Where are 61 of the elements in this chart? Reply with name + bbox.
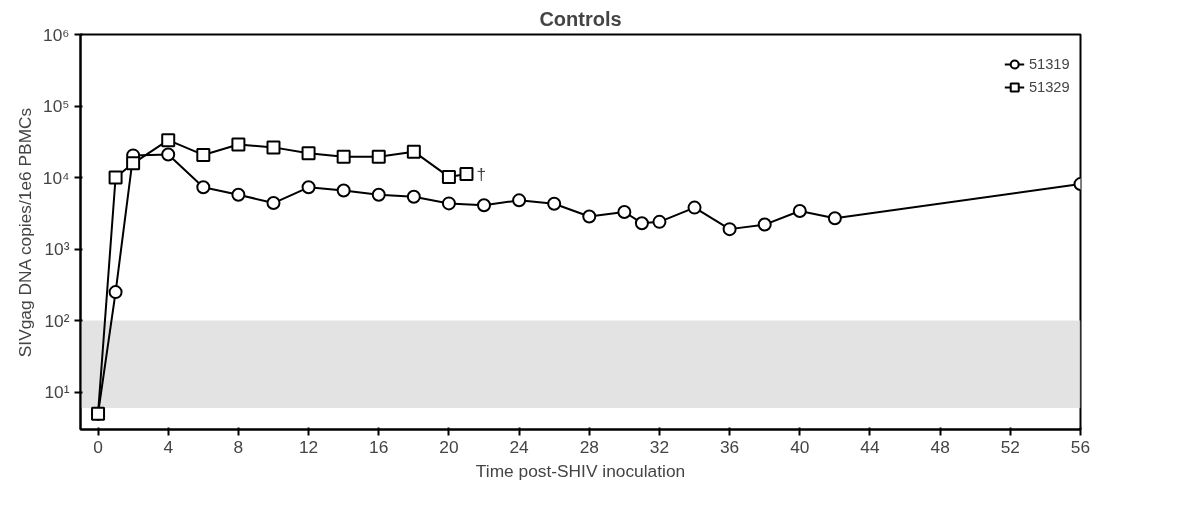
point <box>722 222 737 237</box>
x-tick-label: 52 <box>1000 436 1020 457</box>
point <box>231 137 246 152</box>
chart-title: Controls <box>539 7 622 30</box>
x-tick-label: 8 <box>233 436 244 457</box>
point <box>161 147 176 162</box>
y-axis-title: SIVgag DNA copies/1e6 PBMCs <box>14 107 35 358</box>
x-axis-title: Time post-SHIV inoculation <box>475 460 686 481</box>
point <box>196 147 211 162</box>
point <box>196 180 211 195</box>
point <box>336 183 351 198</box>
point <box>441 196 456 211</box>
legend-label: 51319 <box>1028 56 1070 72</box>
point <box>161 133 176 148</box>
y-tick-label: 10⁵ <box>43 96 70 117</box>
point <box>406 144 421 159</box>
point <box>301 180 316 195</box>
point <box>617 204 632 219</box>
x-tick-label: 32 <box>649 436 670 457</box>
legend-label: 51329 <box>1028 79 1070 95</box>
x-tick-label: 12 <box>298 436 319 457</box>
y-tick-label: 10¹ <box>44 382 70 403</box>
point <box>652 214 667 229</box>
point <box>687 200 702 215</box>
point <box>266 196 281 211</box>
x-tick-label: 20 <box>439 436 459 457</box>
point <box>477 198 492 213</box>
point <box>459 167 474 182</box>
x-tick-label: 36 <box>719 436 740 457</box>
y-tick-label: 10⁶ <box>43 24 70 45</box>
point <box>406 189 421 204</box>
y-tick-label: 10⁴ <box>42 167 70 188</box>
point <box>827 211 842 226</box>
y-tick-label: 10³ <box>44 239 70 260</box>
point <box>126 156 141 171</box>
point <box>301 146 316 161</box>
x-tick-label: 0 <box>93 436 103 457</box>
point <box>547 196 562 211</box>
point <box>108 170 123 185</box>
point <box>371 149 386 164</box>
x-tick-label: 16 <box>369 436 389 457</box>
annotation: † <box>476 164 487 185</box>
point <box>231 187 246 202</box>
point <box>757 217 772 232</box>
x-tick-label: 48 <box>930 436 950 457</box>
x-tick-label: 56 <box>1070 436 1091 457</box>
point <box>792 204 807 219</box>
point <box>336 149 351 164</box>
point <box>582 209 597 224</box>
x-tick-label: 40 <box>790 436 810 457</box>
x-tick-label: 4 <box>163 436 174 457</box>
point <box>371 187 386 202</box>
point <box>634 216 649 231</box>
x-tick-label: 24 <box>509 436 530 457</box>
point <box>512 193 527 208</box>
point <box>266 140 281 155</box>
point <box>441 169 456 184</box>
y-tick-label: 10² <box>44 310 70 331</box>
x-tick-label: 44 <box>860 436 880 457</box>
x-tick-label: 28 <box>579 436 599 457</box>
point <box>108 285 123 300</box>
